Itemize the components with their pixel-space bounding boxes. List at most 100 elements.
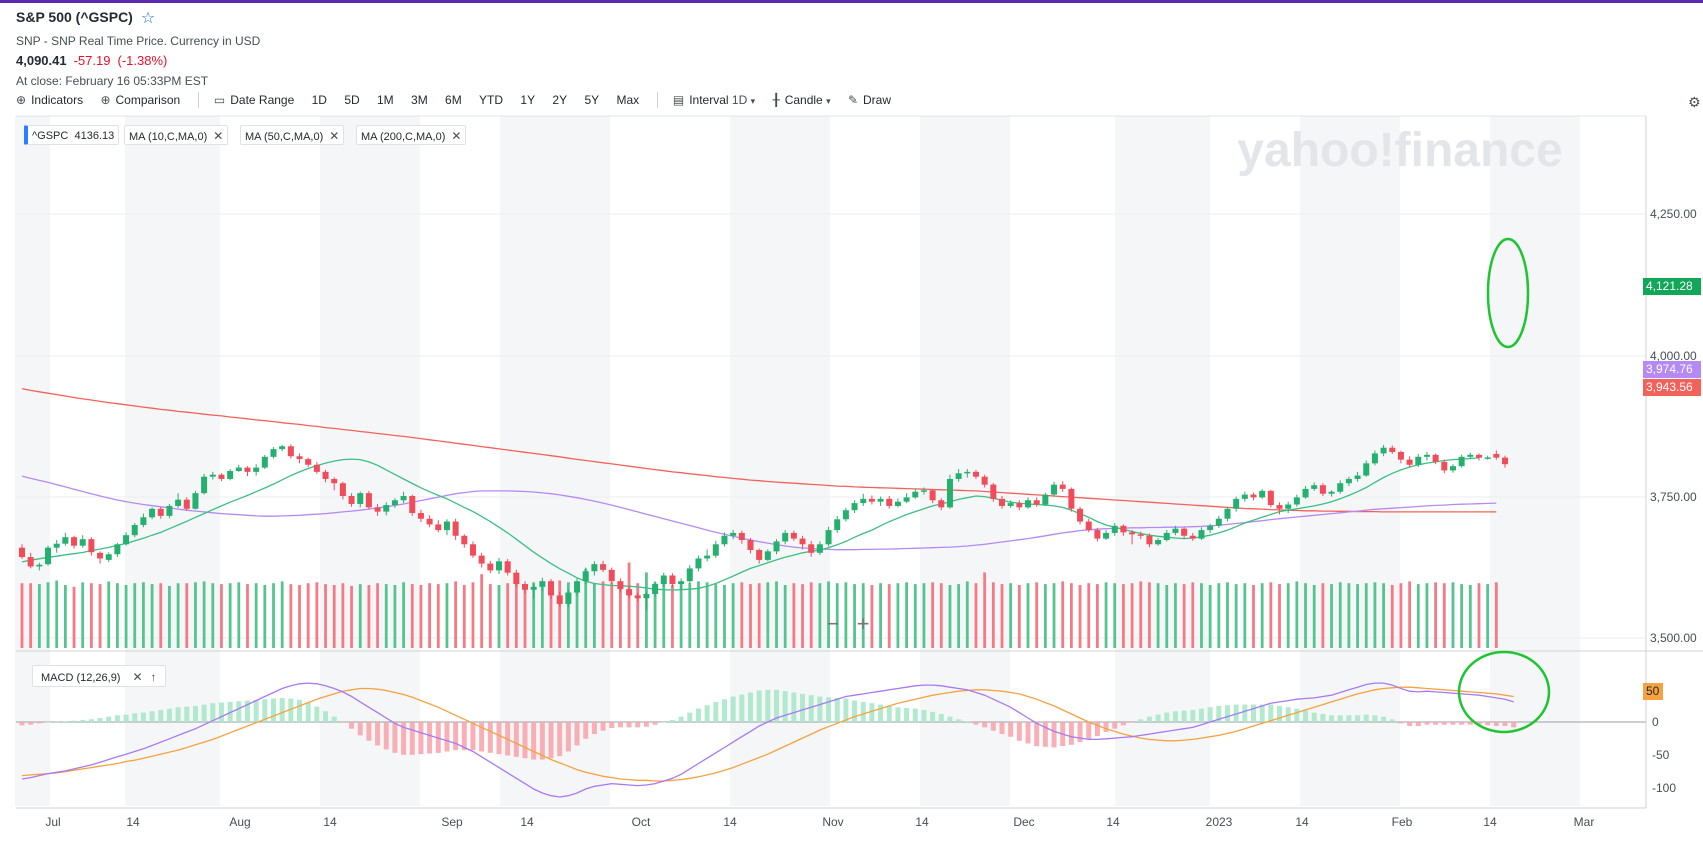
candle-body xyxy=(227,471,234,479)
volume-bar xyxy=(428,583,432,648)
macd-histogram-bar xyxy=(513,722,519,757)
candle xyxy=(669,573,676,588)
range-5y[interactable]: 5Y xyxy=(584,93,600,107)
candle-body xyxy=(1059,484,1066,489)
volume-bar xyxy=(610,582,614,648)
range-3m[interactable]: 3M xyxy=(411,93,428,107)
star-icon[interactable]: ☆ xyxy=(140,10,156,27)
macd-histogram-bar xyxy=(149,711,155,722)
candle-body xyxy=(530,586,537,590)
candle xyxy=(522,581,529,594)
macd-histogram-bar xyxy=(123,714,129,722)
gear-icon[interactable]: ⚙ xyxy=(1688,94,1701,110)
legend-tag-symbol[interactable]: ^GSPC 4136.13 xyxy=(24,125,120,145)
macd-histogram-bar xyxy=(938,713,944,722)
candle xyxy=(487,560,494,574)
volume-bar xyxy=(98,584,102,648)
macd-histogram-bar xyxy=(1216,705,1222,722)
zoom-in-button[interactable]: + xyxy=(856,611,870,636)
candle xyxy=(1051,481,1058,497)
candle xyxy=(1224,506,1231,522)
top-accent-bar xyxy=(0,0,1703,3)
candle-body xyxy=(1155,540,1162,545)
range-2y[interactable]: 2Y xyxy=(552,93,568,107)
close-icon[interactable]: ✕ xyxy=(213,129,224,143)
chevron-down-icon: ▾ xyxy=(750,96,756,106)
candle xyxy=(1059,481,1066,492)
range-5d[interactable]: 5D xyxy=(344,93,360,107)
candle xyxy=(383,502,390,516)
macd-histogram-bar xyxy=(643,722,649,727)
draw-button[interactable]: ✎ Draw xyxy=(848,93,891,107)
candle xyxy=(1163,530,1170,542)
range-ytd[interactable]: YTD xyxy=(479,93,504,107)
candle xyxy=(764,549,771,562)
zoom-out-button[interactable]: − xyxy=(826,611,840,636)
close-icon[interactable]: ✕ xyxy=(132,670,143,684)
interval-button[interactable]: ▤ Interval 1D ▾ xyxy=(673,93,755,107)
volume-bar xyxy=(870,585,874,648)
candle xyxy=(105,552,112,562)
volume-bar xyxy=(1139,581,1143,648)
range-1m[interactable]: 1M xyxy=(377,93,394,107)
macd-histogram-bar xyxy=(19,722,25,726)
macd-y-tick-label: -100 xyxy=(1652,781,1676,795)
candle-body xyxy=(305,459,312,465)
candle xyxy=(860,493,867,506)
volume-bar xyxy=(905,582,908,648)
x-tick-label: 2023 xyxy=(1206,815,1233,829)
volume-bar xyxy=(1200,583,1203,648)
macd-histogram-bar xyxy=(114,715,120,722)
volume-bar xyxy=(1069,583,1073,648)
candle xyxy=(565,589,572,607)
range-max[interactable]: Max xyxy=(616,93,640,107)
legend-tag-ma50[interactable]: MA (50,C,MA,0) ✕ xyxy=(240,125,345,145)
chart-type-button[interactable]: ╂ Candle ▾ xyxy=(772,93,830,107)
candle xyxy=(209,471,216,480)
volume-bar xyxy=(636,583,640,648)
arrow-up-icon[interactable]: ↑ xyxy=(150,670,157,684)
candle xyxy=(955,469,962,482)
candle xyxy=(1250,492,1257,501)
range-1d[interactable]: 1D xyxy=(311,93,327,107)
volume-bar xyxy=(436,584,440,648)
range-6m[interactable]: 6M xyxy=(445,93,462,107)
legend-tag-ma200[interactable]: MA (200,C,MA,0) ✕ xyxy=(356,125,467,145)
macd-histogram-bar xyxy=(834,697,840,722)
candle xyxy=(1068,487,1075,512)
highlight-circle-price xyxy=(1486,237,1530,349)
date-range-button[interactable]: ▭ Date Range xyxy=(214,93,294,107)
candle xyxy=(261,454,268,470)
date-range-label: Date Range xyxy=(230,93,295,107)
candle xyxy=(513,569,520,587)
candle-body xyxy=(929,490,936,501)
close-icon[interactable]: ✕ xyxy=(451,129,462,143)
candle xyxy=(1345,476,1352,487)
comparison-button[interactable]: ⊕ Comparison xyxy=(100,93,180,107)
volume-bar xyxy=(697,581,700,648)
volume-bar xyxy=(887,584,891,648)
candle xyxy=(1319,483,1326,496)
volume-bar xyxy=(358,584,362,648)
macd-histogram-bar xyxy=(878,704,884,722)
macd-histogram-bar xyxy=(548,722,554,759)
macd-histogram-bar xyxy=(158,709,164,722)
legend-tag-macd[interactable]: MACD (12,26,9) ✕ ↑ xyxy=(32,665,166,687)
candle-body xyxy=(1129,532,1136,535)
macd-histogram-bar xyxy=(253,699,259,722)
last-price-label: 4,121.28 xyxy=(1643,278,1701,295)
candle-body xyxy=(851,503,858,511)
range-1y[interactable]: 1Y xyxy=(520,93,536,107)
candle xyxy=(1129,530,1136,545)
volume-bar xyxy=(948,585,952,648)
candle-body xyxy=(452,521,459,536)
close-icon[interactable]: ✕ xyxy=(329,129,340,143)
legend-ma10-label: MA (10,C,MA,0) xyxy=(129,131,208,143)
candle xyxy=(192,490,199,510)
legend-tag-ma10[interactable]: MA (10,C,MA,0) ✕ xyxy=(124,125,229,145)
indicators-button[interactable]: ⊕ Indicators xyxy=(16,93,83,107)
volume-bar xyxy=(410,584,414,648)
volume-bar xyxy=(445,583,449,648)
yahoo-finance-watermark: yahoo!finance xyxy=(1237,124,1562,177)
